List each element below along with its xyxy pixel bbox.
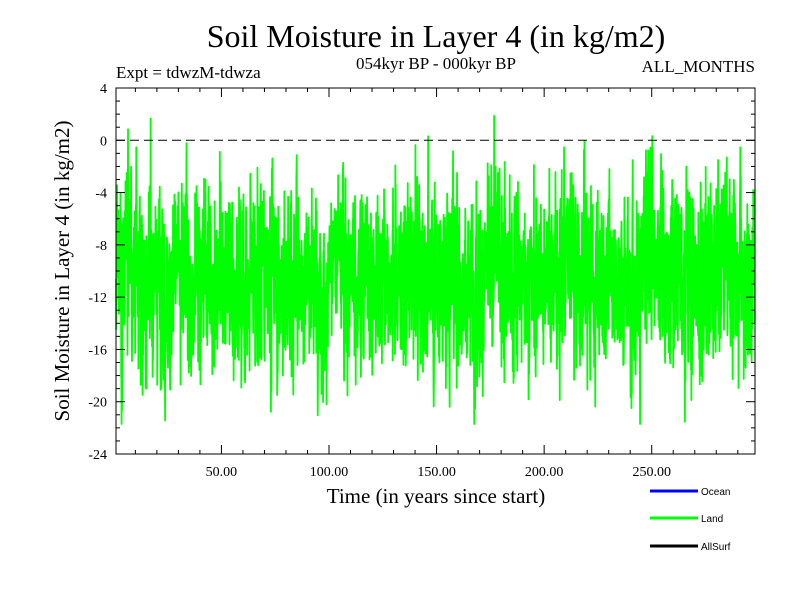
legend-label-land: Land [701,514,723,525]
x-tick-label: 150.00 [417,465,456,480]
x-tick-label: 100.00 [310,465,349,480]
tick-marks [116,87,755,455]
x-tick-label: 250.00 [632,465,671,480]
land-series-line [115,114,756,425]
plot-area [115,87,756,455]
y-tick-label: -16 [88,343,107,358]
x-tick-label: 200.00 [525,465,564,480]
y-tick-labels: 4 0 -4 -8 -12 -16 -20 -24 [88,82,107,463]
y-tick-label: -4 [95,187,107,202]
y-tick-label: -20 [88,396,107,411]
legend-label-ocean: Ocean [701,487,730,498]
y-tick-label: -24 [88,448,107,463]
chart-subtitle: 054kyr BP - 000kyr BP [356,54,516,73]
y-tick-label: 4 [100,82,107,97]
series-layer [115,114,756,425]
legend-label-allsurf: AllSurf [701,542,731,553]
expt-label: Expt = tdwzM-tdwza [116,63,261,82]
y-tick-label: -12 [88,291,107,306]
legend: Ocean Land AllSurf [650,487,731,553]
x-tick-label: 50.00 [206,465,238,480]
y-axis-label: Soil Moisture in Layer 4 (in kg/m2) [50,121,74,422]
y-tick-label: 0 [100,134,107,149]
months-label: ALL_MONTHS [642,57,755,76]
x-axis-label: Time (in years since start) [327,484,546,508]
y-tick-label: -8 [95,239,107,254]
x-tick-labels: 50.00 100.00 150.00 200.00 250.00 [206,465,671,480]
chart-title: Soil Moisture in Layer 4 (in kg/m2) [207,18,666,54]
